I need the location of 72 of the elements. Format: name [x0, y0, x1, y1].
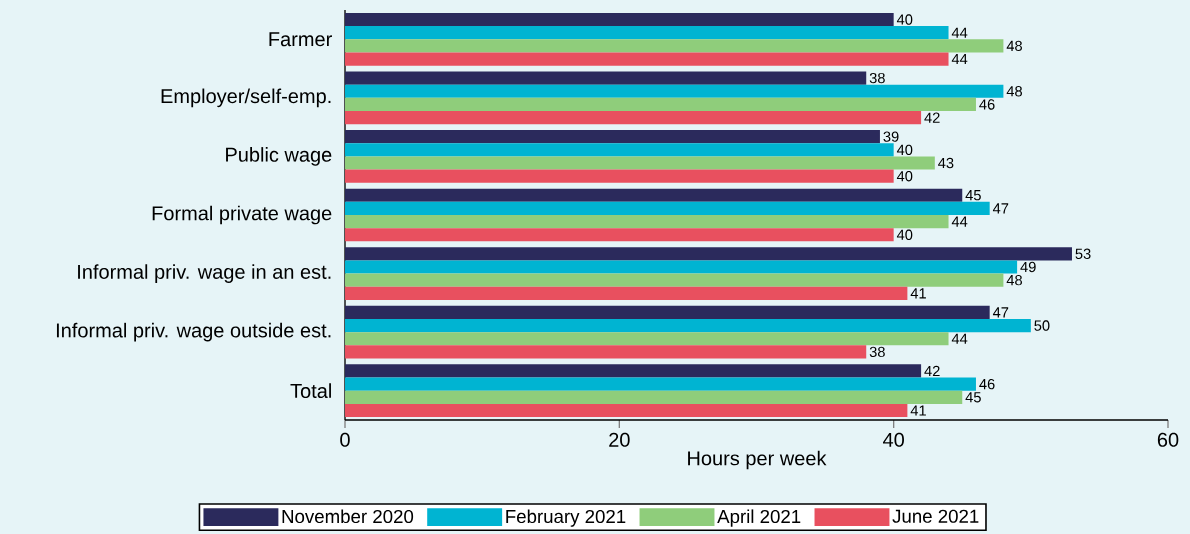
bar: [345, 26, 949, 40]
data-label: 48: [1006, 40, 1022, 52]
bar: [345, 403, 908, 418]
bar: [345, 273, 1004, 287]
bar: [345, 111, 922, 125]
data-label: 53: [1075, 248, 1091, 259]
data-label: 45: [965, 392, 981, 403]
legend-label: February 2021: [506, 509, 626, 527]
data-label: 48: [1006, 86, 1022, 97]
data-label: 49: [1020, 261, 1036, 273]
bar: [345, 52, 949, 66]
data-label: 38: [869, 72, 885, 84]
x-tick-label: 60: [1157, 432, 1179, 447]
data-label: 45: [965, 190, 981, 201]
bar: [345, 390, 963, 404]
data-label: 40: [896, 229, 913, 240]
data-label: 41: [910, 288, 926, 299]
x-tick-label: 20: [609, 432, 630, 447]
data-label: 42: [924, 365, 940, 377]
data-label: 44: [951, 216, 968, 227]
data-label: 50: [1034, 320, 1050, 331]
data-label: 40: [896, 14, 913, 25]
bar: [345, 345, 867, 359]
data-label: 47: [992, 203, 1009, 214]
y-tick-label: Formal private wage: [152, 205, 332, 225]
legend-label: November 2020: [282, 509, 414, 524]
data-label: 44: [951, 27, 968, 38]
bar: [345, 84, 1004, 98]
y-tick-label: Employer/self-emp.: [161, 88, 331, 108]
bar: [345, 97, 976, 112]
bar: [345, 214, 949, 229]
data-label: 38: [869, 346, 885, 358]
bar: [345, 188, 963, 202]
bar: [345, 364, 922, 378]
x-axis-title: Hours per week: [688, 450, 827, 470]
legend-label: June 2021: [892, 509, 979, 523]
bar: [345, 247, 1072, 261]
bar: [345, 156, 935, 170]
data-label: 40: [896, 144, 913, 156]
data-label: 39: [883, 131, 899, 142]
y-tick-label: Total: [290, 383, 331, 399]
bar: [345, 39, 1004, 53]
bar: [345, 201, 990, 215]
bar: [345, 130, 880, 144]
y-tick-label: Farmer: [269, 32, 332, 47]
bar: [345, 228, 894, 242]
bar: [345, 305, 990, 319]
bar: [345, 143, 894, 157]
data-label: 48: [1006, 274, 1022, 286]
data-label: 46: [979, 378, 995, 390]
bar: [345, 12, 894, 27]
data-label: 40: [896, 171, 913, 182]
data-label: 46: [979, 99, 995, 110]
bar: [345, 169, 894, 183]
y-tick-label: Informal priv. wage outside est.: [56, 322, 331, 342]
bar: [345, 318, 1031, 333]
data-label: 43: [938, 157, 954, 169]
data-label: 44: [951, 333, 968, 344]
bar: [345, 260, 1018, 274]
data-label: 47: [992, 307, 1009, 318]
data-label: 42: [924, 112, 940, 123]
bar: [345, 377, 976, 391]
data-label: 44: [951, 54, 968, 65]
legend-label: April 2021: [717, 509, 801, 527]
x-tick-label: 0: [340, 432, 350, 447]
bar: [345, 332, 949, 346]
bar: [345, 286, 908, 300]
bar: [345, 71, 867, 85]
x-tick-label: 40: [883, 432, 904, 447]
y-tick-label: Public wage: [226, 147, 332, 166]
data-label: 41: [910, 405, 926, 416]
y-tick-label: Informal priv. wage in an est.: [78, 264, 331, 283]
